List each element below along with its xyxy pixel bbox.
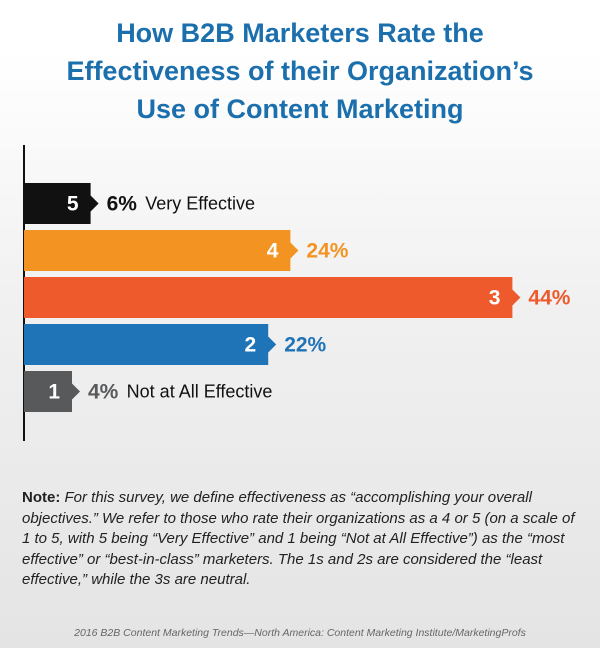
bar-value-label: 24% [306,240,348,263]
bar-value-label: 44% [528,287,570,310]
bar-value-label: 4% [88,381,119,404]
bar-rating-3 [24,277,521,318]
bar-category-label: 5 [67,193,79,216]
bar-rating-1 [24,371,80,412]
bar-category-label: 3 [489,287,501,310]
bar-category-label: 4 [267,240,279,263]
title-line-1: How B2B Marketers Rate the [116,18,484,48]
source-credit: 2016 B2B Content Marketing Trends—North … [74,627,526,639]
note-label: Note: [22,489,61,506]
bar-category-label: 1 [48,381,60,404]
bar-annotation: Not at All Effective [127,382,273,402]
bar-category-label: 2 [245,334,257,357]
bar-annotation: Very Effective [145,194,255,214]
bar-rating-2 [24,324,277,365]
bar-rating-5 [24,183,99,224]
bar-rating-4 [24,230,299,271]
title-line-2: Effectiveness of their Organization’s [66,56,534,86]
bar-chart: 5 6% Very Effective 4 24% 3 44% 2 22% 1 4% Not at A… [23,145,571,441]
survey-note: Note: For this survey, we define effecti… [22,488,582,591]
bar-value-label: 6% [107,193,138,216]
bar-value-label: 22% [284,334,326,357]
note-text: For this survey, we define effectiveness… [22,489,575,588]
chart-title: How B2B Marketers Rate the Effectiveness… [0,14,600,128]
title-line-3: Use of Content Marketing [136,94,464,124]
